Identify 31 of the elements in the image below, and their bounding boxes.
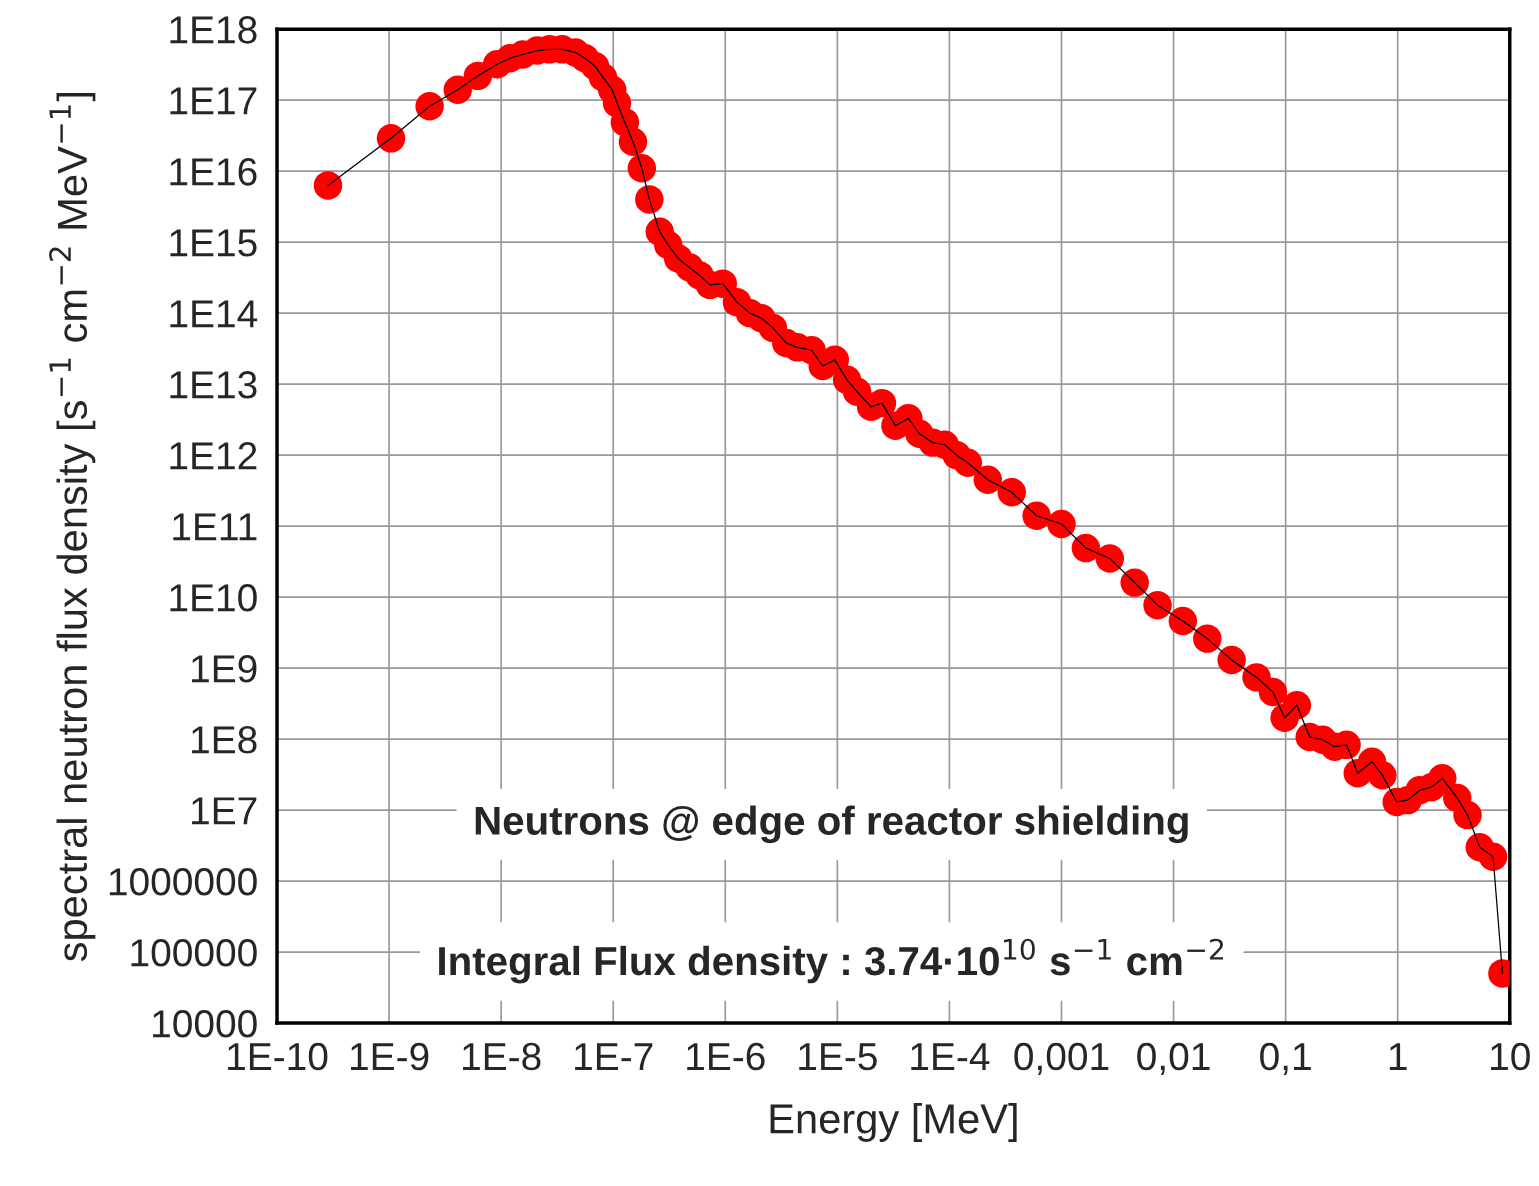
y-tick-label: 1E7 <box>192 797 257 825</box>
x-tick-label: 1E-5 <box>799 1043 877 1071</box>
y-tick-label: 1E16 <box>170 158 257 186</box>
x-tick-label: 0,001 <box>1014 1042 1109 1075</box>
x-tick-label: 1E-7 <box>575 1043 653 1070</box>
y-axis-title: spectral neutron flux density [s$^{−1}$ cm$^{−2}$ MeV$^{−1}$] <box>49 93 96 962</box>
x-tick-label: 10 <box>1491 1042 1530 1071</box>
y-tick-label: 1000000 <box>109 868 257 896</box>
y-tick-label: 1E8 <box>192 726 257 754</box>
x-tick-label: 1 <box>1389 1043 1407 1070</box>
x-tick-label: 1E-6 <box>687 1042 765 1071</box>
annotation: Neutrons @ edge of reactor shielding <box>475 805 1188 844</box>
x-tick-label: 1E-10 <box>228 1042 328 1071</box>
y-tick-label: 1E18 <box>170 16 257 44</box>
y-tick-label: 1E15 <box>170 229 257 257</box>
y-tick-label: 1E11 <box>173 513 257 541</box>
x-axis-title: Energy [MeV] <box>770 1103 1017 1142</box>
y-tick-label: 100000 <box>131 938 257 967</box>
y-tick-label: 1E14 <box>170 300 258 328</box>
y-tick-label: 1E17 <box>170 87 257 115</box>
x-tick-label: 1E-4 <box>911 1043 990 1070</box>
y-tick-label: 10000 <box>153 1009 257 1038</box>
x-tick-label: 1E-8 <box>463 1042 541 1071</box>
x-tick-label: 0,01 <box>1137 1042 1210 1075</box>
y-tick-label: 1E12 <box>170 442 257 470</box>
annotation: Integral Flux density : 3.74·10$^{10}$ s$^{−1}$ cm$^{−2}$ <box>439 938 1224 984</box>
x-tick-label: 0,1 <box>1260 1042 1311 1075</box>
y-tick-label: 1E10 <box>170 584 257 612</box>
x-tick-label: 1E-9 <box>350 1042 429 1071</box>
y-tick-label: 1E9 <box>192 655 257 683</box>
y-tick-label: 1E13 <box>170 371 257 399</box>
